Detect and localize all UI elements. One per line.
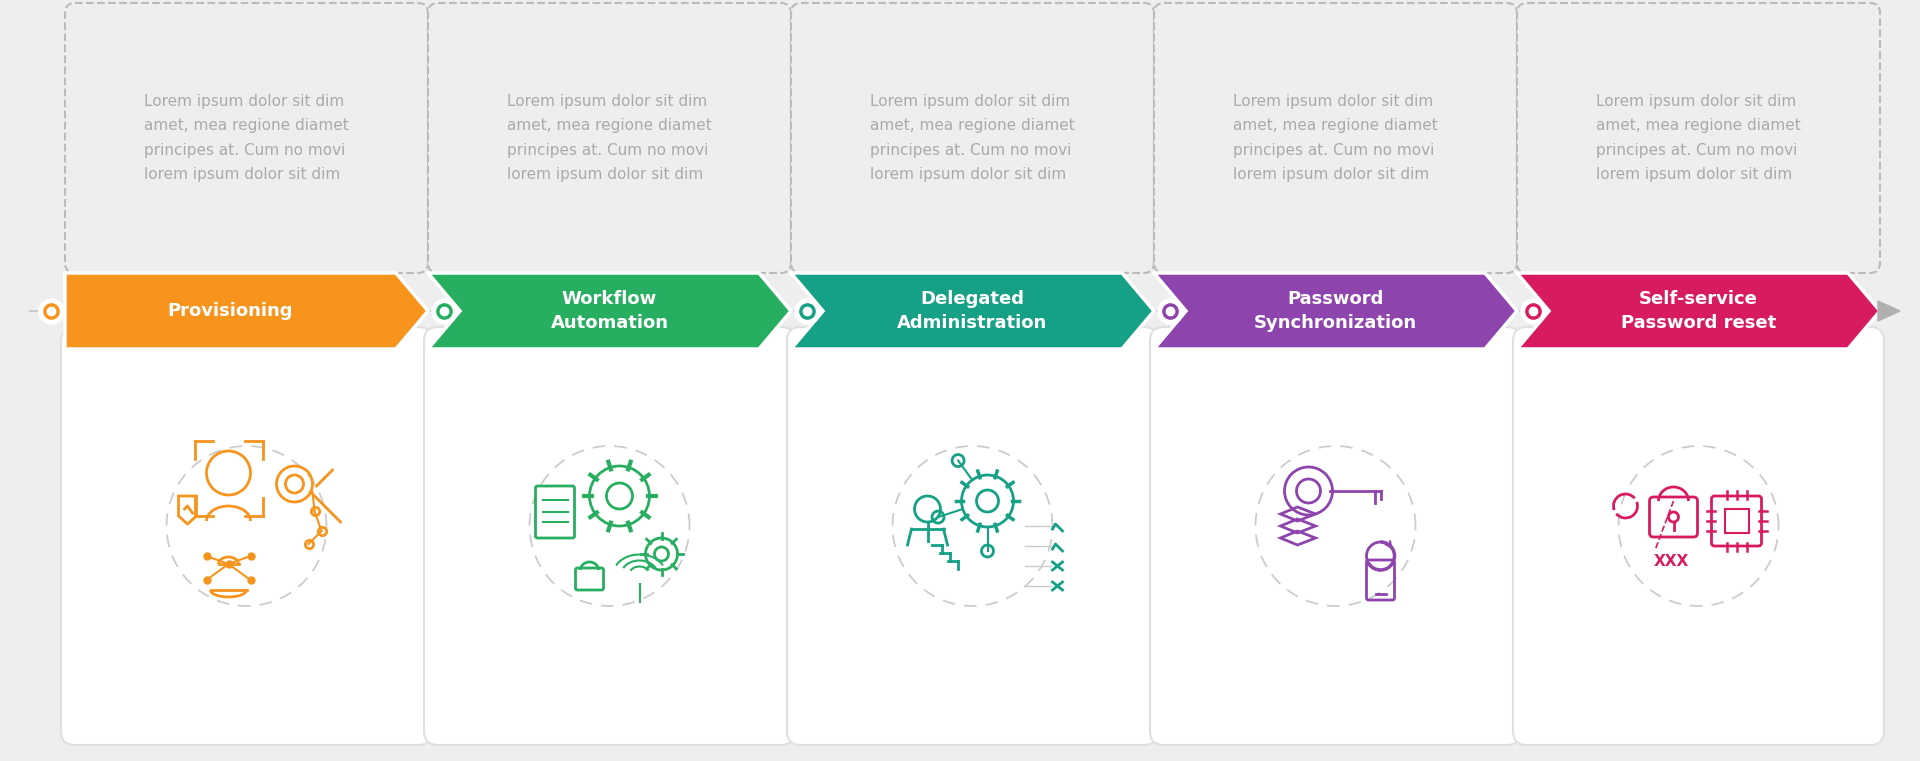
FancyBboxPatch shape [1517, 3, 1880, 273]
Text: Lorem ipsum dolor sit dim
amet, mea regione diamet
principes at. Cum no movi
lor: Lorem ipsum dolor sit dim amet, mea regi… [870, 94, 1075, 183]
FancyBboxPatch shape [1154, 3, 1517, 273]
Text: Provisioning: Provisioning [167, 302, 294, 320]
Text: Self-service
Password reset: Self-service Password reset [1620, 290, 1776, 332]
Polygon shape [65, 273, 428, 349]
Text: Lorem ipsum dolor sit dim
amet, mea regione diamet
principes at. Cum no movi
lor: Lorem ipsum dolor sit dim amet, mea regi… [144, 94, 349, 183]
Text: Delegated
Administration: Delegated Administration [897, 290, 1048, 332]
Text: Lorem ipsum dolor sit dim
amet, mea regione diamet
principes at. Cum no movi
lor: Lorem ipsum dolor sit dim amet, mea regi… [1233, 94, 1438, 183]
Polygon shape [1154, 273, 1517, 349]
Text: Lorem ipsum dolor sit dim
amet, mea regione diamet
principes at. Cum no movi
lor: Lorem ipsum dolor sit dim amet, mea regi… [507, 94, 712, 183]
FancyBboxPatch shape [1513, 327, 1884, 745]
FancyBboxPatch shape [787, 327, 1158, 745]
FancyBboxPatch shape [424, 327, 795, 745]
Polygon shape [428, 273, 791, 349]
Polygon shape [1517, 273, 1880, 349]
FancyBboxPatch shape [65, 3, 428, 273]
FancyBboxPatch shape [791, 3, 1154, 273]
FancyBboxPatch shape [428, 3, 791, 273]
FancyBboxPatch shape [61, 327, 432, 745]
Polygon shape [1878, 301, 1901, 321]
Text: XXX: XXX [1653, 553, 1690, 568]
Text: Lorem ipsum dolor sit dim
amet, mea regione diamet
principes at. Cum no movi
lor: Lorem ipsum dolor sit dim amet, mea regi… [1596, 94, 1801, 183]
Text: Password
Synchronization: Password Synchronization [1254, 290, 1417, 332]
Text: Workflow
Automation: Workflow Automation [551, 290, 668, 332]
FancyBboxPatch shape [1150, 327, 1521, 745]
Polygon shape [791, 273, 1154, 349]
